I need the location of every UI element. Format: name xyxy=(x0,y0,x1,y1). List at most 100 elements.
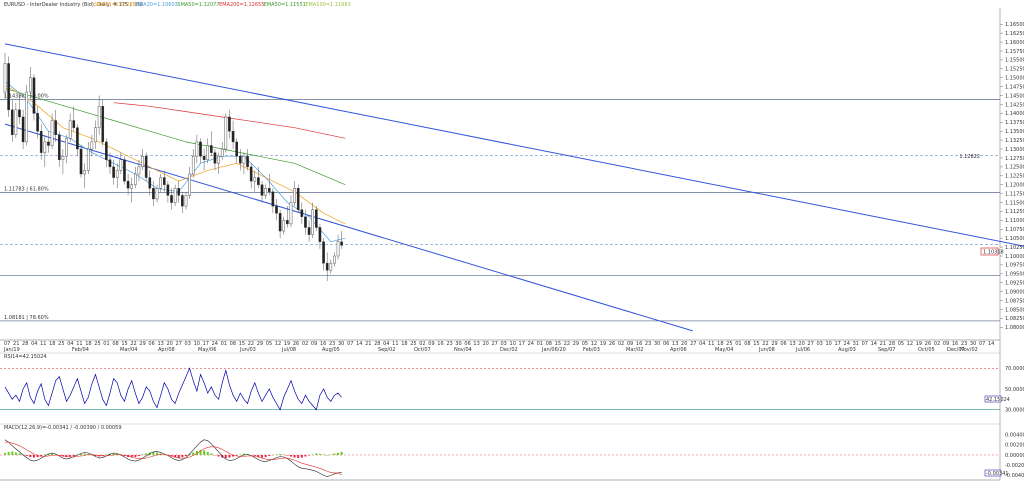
date-tick-label: 18 xyxy=(85,341,91,347)
candle-body xyxy=(260,184,264,196)
date-tick-label: 30 xyxy=(970,341,976,347)
candle-body xyxy=(267,188,271,193)
trendlines[interactable] xyxy=(4,43,1024,332)
current-price-label: 1.10318 xyxy=(983,250,1004,256)
date-tick-label: 01 xyxy=(221,341,227,347)
candle-body xyxy=(29,77,32,93)
date-tick-label: 20 xyxy=(681,341,687,347)
macd-histogram-bar xyxy=(36,455,39,458)
date-tick-label: 23 xyxy=(446,341,452,347)
price-tick-label: 1.10750 xyxy=(1005,227,1024,233)
macd-histogram-bar xyxy=(242,453,245,455)
price-tick-label: 1.14000 xyxy=(1005,111,1024,117)
date-tick-label: 04 xyxy=(31,341,37,347)
candle-body xyxy=(336,241,340,257)
macd-tick-label: 0.00000 xyxy=(1005,453,1024,459)
date-month-label: Jul/06 xyxy=(795,347,810,353)
price-tick-label: 1.13250 xyxy=(1005,138,1024,144)
candle-body xyxy=(166,184,170,196)
date-tick-label: 06 xyxy=(148,341,154,347)
date-tick-label: 17 xyxy=(519,341,525,347)
date-tick-label: 02 xyxy=(934,341,940,347)
price-tick-label: 1.12500 xyxy=(1005,165,1024,171)
date-tick-label: 22 xyxy=(248,341,254,347)
legend-item: SMA50=1.12077 xyxy=(177,2,219,8)
candle-body xyxy=(191,155,195,175)
date-tick-label: 25 xyxy=(410,341,416,347)
candle-body xyxy=(213,152,217,164)
macd-histogram-bar xyxy=(181,455,184,458)
macd-histogram-bar xyxy=(43,454,46,455)
price-tick-label: 1.09250 xyxy=(1005,281,1024,287)
candle-body xyxy=(210,145,213,153)
date-tick-label: 18 xyxy=(717,341,723,347)
date-tick-label: 15 xyxy=(239,341,245,347)
macd-histogram-bar xyxy=(65,455,68,458)
candle-body xyxy=(228,116,231,132)
legend-item: EMA200=1.12655 xyxy=(219,2,264,8)
price-tick-label: 1.15500 xyxy=(1005,58,1024,64)
date-tick-label: 18 xyxy=(49,341,55,347)
date-month-label: Sep/02 xyxy=(378,347,395,353)
date-tick-label: 06 xyxy=(663,341,669,347)
date-month-label: Nov/02 xyxy=(960,347,978,353)
macd-tick-label: -0.00400 xyxy=(1005,473,1024,479)
candle-body xyxy=(54,120,57,135)
candle-body xyxy=(278,213,282,232)
price-tick-label: 1.15000 xyxy=(1005,76,1024,82)
macd-histogram-bar xyxy=(32,455,35,458)
rsi-tick-label: 50.00000 xyxy=(1005,387,1024,393)
price-tick-label: 1.14250 xyxy=(1005,102,1024,108)
legend-item: EMA100=1.11983 xyxy=(305,2,350,8)
candle-body xyxy=(21,116,25,143)
price-tick-label: 1.16250 xyxy=(1005,31,1024,37)
macd-histogram-bar xyxy=(185,455,187,457)
price-tick-label: 1.11000 xyxy=(1005,218,1024,224)
macd-histogram-bar xyxy=(315,453,318,455)
candle-body xyxy=(32,77,36,114)
candle-body xyxy=(141,155,144,168)
date-tick-label: 29 xyxy=(257,341,263,347)
candle-body xyxy=(86,148,90,171)
legend-item: SMA20=1.11228 xyxy=(94,2,136,8)
macd-histogram-bar xyxy=(326,455,329,456)
candle-body xyxy=(217,155,220,164)
date-month-label: Oct/05 xyxy=(918,347,935,353)
date-tick-label: 13 xyxy=(789,341,795,347)
date-tick-label: 03 xyxy=(185,341,191,347)
date-tick-label: 12 xyxy=(591,341,597,347)
date-tick-label: 02 xyxy=(618,341,624,347)
macd-histogram-bar xyxy=(235,455,238,456)
sma50-line xyxy=(4,88,346,186)
date-month-label: Aug/03 xyxy=(838,347,856,353)
date-month-label: May/04 xyxy=(715,347,733,353)
rsi-tick-label: 70.00000 xyxy=(1005,366,1024,372)
macd-histogram-bar xyxy=(130,455,133,458)
chart-symbol-title: EURUSD - InterDealer Industry (Bid), Dai… xyxy=(4,2,143,8)
macd-histogram-bar xyxy=(108,453,111,455)
date-month-label: Dec/07 xyxy=(947,347,965,353)
macd-histogram-bar xyxy=(329,454,332,455)
date-tick-label: 06 xyxy=(464,341,470,347)
current-price-box xyxy=(980,247,999,256)
date-tick-label: 14 xyxy=(988,341,994,347)
macd-line xyxy=(4,439,342,477)
date-tick-label: 26 xyxy=(925,341,931,347)
date-tick-label: 10 xyxy=(825,341,831,347)
date-tick-label: 22 xyxy=(762,341,768,347)
candle-body xyxy=(134,173,137,185)
macd-histogram-bar xyxy=(137,455,140,457)
rsi-current-box xyxy=(984,395,1002,403)
candle-body xyxy=(112,166,115,178)
macd-histogram-bar xyxy=(199,449,202,455)
candle-body xyxy=(50,120,54,146)
macd-histogram-bar xyxy=(257,455,260,458)
date-tick-label: 29 xyxy=(771,341,777,347)
candle-body xyxy=(271,191,275,207)
date-tick-label: 27 xyxy=(807,341,813,347)
fib-level-label: 1.11783 | 61.80% xyxy=(4,186,49,192)
date-tick-label: 07 xyxy=(979,341,985,347)
candle-body xyxy=(333,255,336,264)
